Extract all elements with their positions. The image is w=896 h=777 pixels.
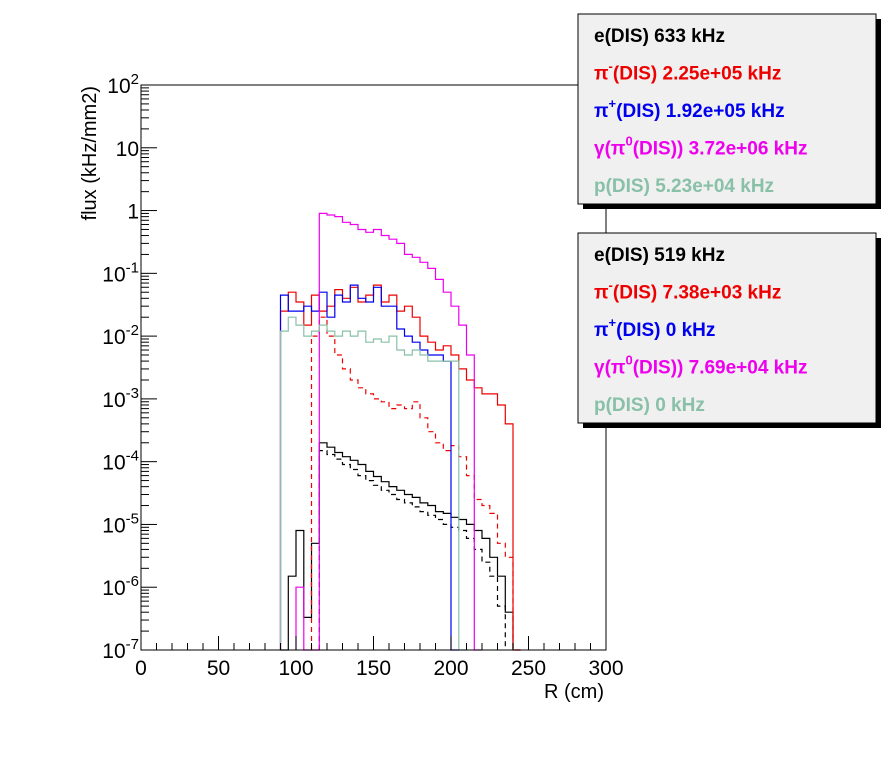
legend-entry: e(DIS) 633 kHz bbox=[594, 26, 725, 47]
series-line-gamma bbox=[295, 212, 482, 651]
y-tick-label: 10-5 bbox=[102, 510, 139, 537]
legend-entry: e(DIS) 519 kHz bbox=[594, 245, 725, 266]
x-tick-label: 200 bbox=[433, 657, 468, 680]
series-line-pip bbox=[279, 284, 459, 651]
y-tick-label: 10 bbox=[116, 138, 139, 161]
series-p bbox=[279, 316, 467, 651]
legend-entry: p(DIS) 5.23e+04 kHz bbox=[594, 176, 774, 197]
legend-panel bbox=[577, 232, 877, 424]
y-tick-label: 1 bbox=[127, 201, 139, 224]
y-tick-label: 10-4 bbox=[102, 448, 139, 475]
y-tick-label: 10-6 bbox=[102, 573, 139, 600]
y-tick-label: 102 bbox=[107, 71, 139, 98]
legend-box-2: e(DIS) 519 kHz π-(DIS) 7.38e+03 kHz π+(DIS… bbox=[577, 232, 881, 428]
y-tick-label: 10-3 bbox=[102, 385, 139, 412]
series-pim_dashed bbox=[310, 316, 521, 651]
series-pip bbox=[279, 284, 459, 651]
x-tick-label: 100 bbox=[278, 657, 313, 680]
series-line-pim_dashed bbox=[310, 316, 521, 651]
legend-entry: γ(π0(DIS)) 7.69e+04 kHz bbox=[594, 353, 807, 379]
legend-entry: π+(DIS) 1.92e+05 kHz bbox=[594, 96, 785, 122]
axes: 0 50 100 150 200 250 300 10-7 10-6 10-5 10-4 10-3 10… bbox=[79, 71, 624, 703]
series-gamma bbox=[295, 212, 482, 651]
legend-entry: γ(π0(DIS)) 3.72e+06 kHz bbox=[594, 134, 807, 160]
legend-entry: π-(DIS) 2.25e+05 kHz bbox=[594, 59, 781, 85]
y-tick-label: 10-7 bbox=[102, 636, 139, 663]
legend-entry: π+(DIS) 0 kHz bbox=[594, 315, 715, 341]
series-line-p bbox=[279, 316, 467, 651]
legend-box-1: e(DIS) 633 kHz π-(DIS) 2.25e+05 kHz π+(DIS… bbox=[577, 13, 881, 209]
legend-panel bbox=[577, 13, 877, 205]
y-tick-label: 10-1 bbox=[102, 259, 139, 286]
y-tick-label: 10-2 bbox=[102, 322, 139, 349]
x-tick-label: 50 bbox=[207, 657, 230, 680]
legend-entry: π-(DIS) 7.38e+03 kHz bbox=[594, 278, 781, 304]
x-axis-title: R (cm) bbox=[544, 681, 604, 703]
x-tick-label: 250 bbox=[511, 657, 546, 680]
legend-entry: p(DIS) 0 kHz bbox=[594, 395, 705, 416]
x-tick-label: 300 bbox=[588, 657, 623, 680]
plot-series bbox=[279, 212, 521, 651]
x-tick-label: 0 bbox=[135, 657, 147, 680]
x-tick-label: 150 bbox=[356, 657, 391, 680]
legends: e(DIS) 633 kHz π-(DIS) 2.25e+05 kHz π+(DIS… bbox=[577, 13, 881, 428]
y-axis-title: flux (kHz/mm2) bbox=[79, 86, 101, 220]
